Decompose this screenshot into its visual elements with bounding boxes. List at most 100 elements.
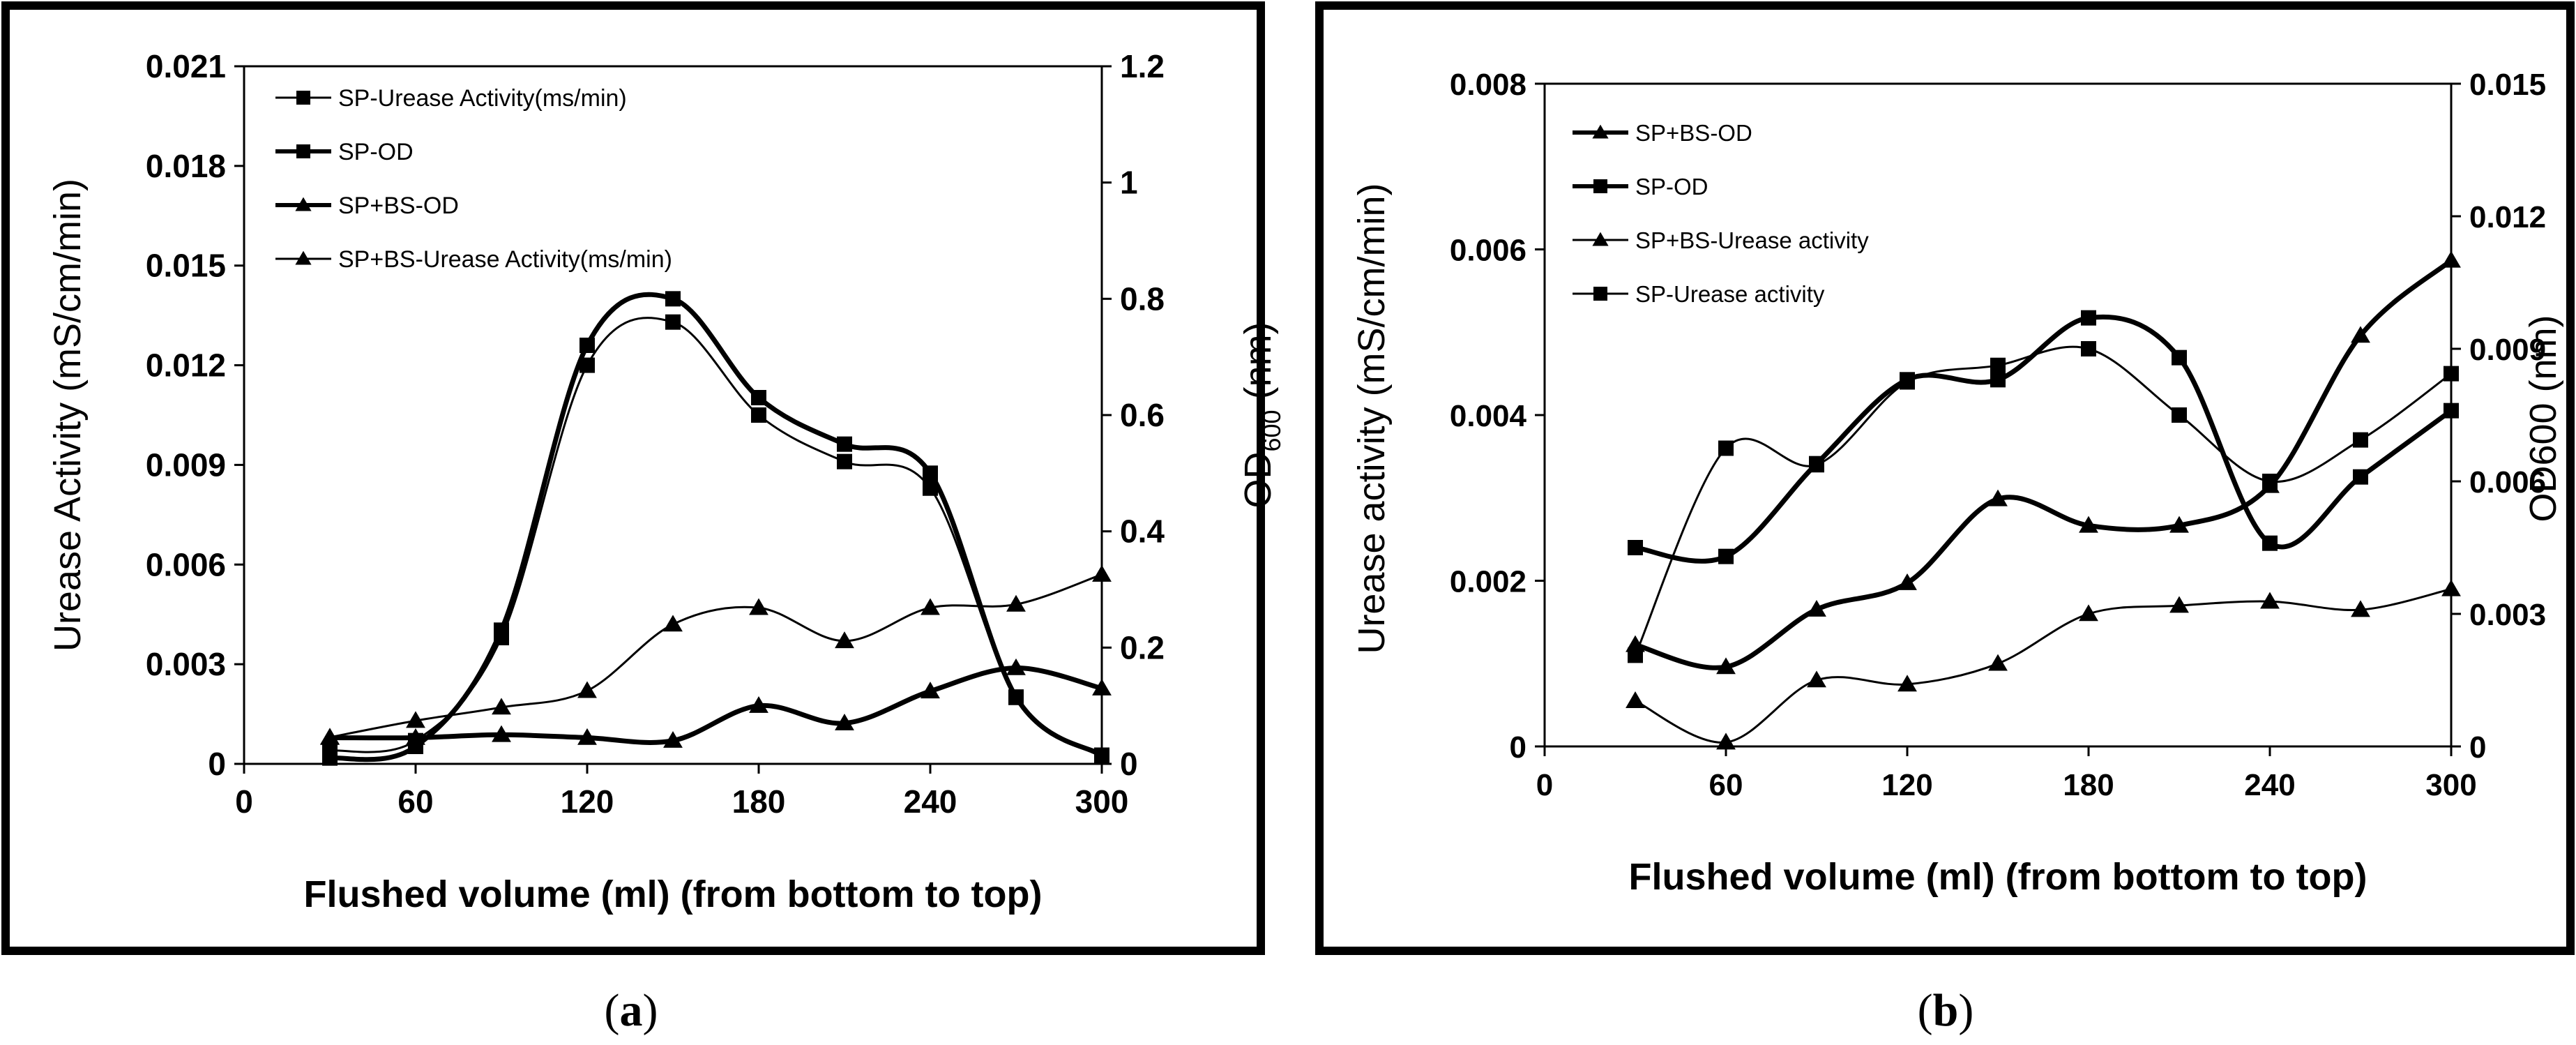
data-point: [1716, 732, 1736, 750]
legend-marker: [1593, 287, 1607, 301]
y2-tick-label: 1.2: [1120, 48, 1165, 84]
series-line: [1634, 345, 2452, 656]
panel-a-series: [320, 291, 1112, 766]
legend-label: SP+BS-OD: [1635, 120, 1752, 146]
y2-tick-label: 0.003: [2469, 598, 2546, 632]
data-point: [1718, 548, 1734, 564]
panel-b-y2-ticks: 0 0.003 0.006 0.009 0.012 0.015: [2451, 68, 2546, 765]
data-point: [1988, 489, 2008, 506]
y-tick-label: 0.006: [1450, 234, 1526, 268]
x-tick-label: 120: [1881, 768, 1932, 802]
data-point: [2351, 600, 2370, 617]
series-1: [322, 291, 1109, 766]
panel-a-y2-axis-title-sub: 600: [1257, 409, 1286, 451]
panel-b-y-axis-title: Urease activity (mS/cm/min): [1351, 183, 1393, 654]
data-point: [1626, 691, 1645, 708]
panel-b-y-ticks: 0 0.002 0.004 0.006 0.008: [1450, 68, 1545, 765]
y-tick-label: 0.018: [146, 148, 226, 184]
y-tick-label: 0: [1510, 730, 1526, 765]
panel-a-caption-letter: a: [620, 985, 643, 1036]
y2-tick-label: 1: [1120, 165, 1138, 201]
panel-a-x-axis-title: Flushed volume (ml) (from bottom to top): [304, 873, 1043, 915]
data-point: [1006, 594, 1026, 612]
data-point: [1008, 689, 1024, 705]
series-2: [1626, 579, 2461, 750]
data-point: [579, 357, 595, 373]
x-tick-label: 60: [1709, 768, 1743, 802]
y-tick-label: 0.004: [1450, 399, 1527, 433]
legend-marker: [295, 197, 312, 211]
legend-entry: SP+BS-Urease activity: [1573, 227, 1869, 253]
data-point: [2353, 469, 2368, 485]
legend-label: SP+BS-OD: [338, 193, 459, 219]
x-tick-label: 0: [1536, 768, 1553, 802]
data-point: [1807, 670, 1826, 688]
data-point: [2081, 310, 2096, 326]
legend-marker: [296, 91, 310, 105]
legend-entry: SP-OD: [1573, 174, 1709, 200]
y-tick-label: 0.008: [1450, 68, 1526, 102]
data-point: [2260, 592, 2280, 609]
y-tick-label: 0.002: [1450, 565, 1526, 599]
series-1: [1628, 310, 2459, 564]
data-point: [663, 730, 683, 748]
x-tick-label: 180: [732, 783, 786, 820]
data-point: [751, 407, 766, 423]
legend-marker: [296, 144, 310, 158]
data-point: [749, 598, 768, 615]
legend-marker: [1592, 232, 1609, 246]
y-tick-label: 0.012: [146, 347, 226, 384]
data-point: [2353, 432, 2368, 448]
panel-a-frame: [1, 1, 1265, 955]
data-point: [2169, 596, 2189, 613]
x-tick-label: 0: [235, 783, 253, 820]
data-point: [835, 713, 854, 730]
data-point: [1094, 747, 1109, 763]
data-point: [2262, 474, 2278, 489]
data-point: [1006, 658, 1026, 675]
y2-tick-label: 0.8: [1120, 280, 1165, 317]
data-point: [2444, 366, 2459, 382]
data-point: [1716, 657, 1736, 675]
legend-entry: SP-Urease Activity(ms/min): [275, 85, 627, 112]
data-point: [2079, 516, 2098, 533]
x-tick-label: 240: [2244, 768, 2295, 802]
panel-b-legend: SP+BS-OD SP-OD SP+BS-Urease activity SP-Ure…: [1573, 120, 1869, 307]
y2-tick-label: 0.012: [2469, 200, 2546, 234]
x-tick-label: 300: [1075, 783, 1129, 820]
panel-a-y-axis-title: Urease Activity (mS/cm/min): [47, 179, 89, 652]
data-point: [2081, 341, 2096, 356]
data-point: [1897, 675, 1917, 692]
x-tick-label: 300: [2425, 768, 2476, 802]
data-point: [2441, 250, 2461, 268]
data-point: [751, 390, 766, 405]
data-point: [320, 728, 340, 745]
y2-tick-label: 0.6: [1120, 397, 1165, 433]
data-point: [1092, 564, 1112, 582]
y-tick-label: 0.015: [146, 248, 226, 284]
data-point: [1988, 654, 2008, 671]
y-tick-label: 0.006: [146, 546, 226, 582]
data-point: [1628, 647, 1643, 663]
legend-entry: SP-OD: [275, 139, 414, 165]
data-point: [322, 750, 338, 766]
data-point: [492, 725, 511, 742]
series-line: [1635, 314, 2453, 564]
legend-marker: [1592, 124, 1609, 139]
y2-tick-label: 0.009: [2469, 333, 2546, 367]
data-point: [1718, 440, 1734, 456]
legend-label: SP-Urease activity: [1635, 281, 1825, 307]
data-point: [2079, 604, 2098, 622]
y-tick-label: 0.021: [146, 48, 226, 84]
legend-marker: [295, 250, 312, 265]
x-tick-label: 60: [397, 783, 433, 820]
x-tick-label: 120: [561, 783, 614, 820]
data-point: [1628, 540, 1643, 555]
panel-b: 0 0.002 0.004 0.006 0.008 0 0.003 0.006 0.009 0.…: [1315, 1, 2575, 955]
y-tick-label: 0.003: [146, 646, 226, 682]
data-point: [923, 465, 938, 481]
data-point: [1092, 678, 1112, 696]
data-point: [2444, 403, 2459, 419]
panel-b-x-axis-title: Flushed volume (ml) (from bottom to top): [1629, 856, 2367, 898]
data-point: [665, 314, 681, 330]
